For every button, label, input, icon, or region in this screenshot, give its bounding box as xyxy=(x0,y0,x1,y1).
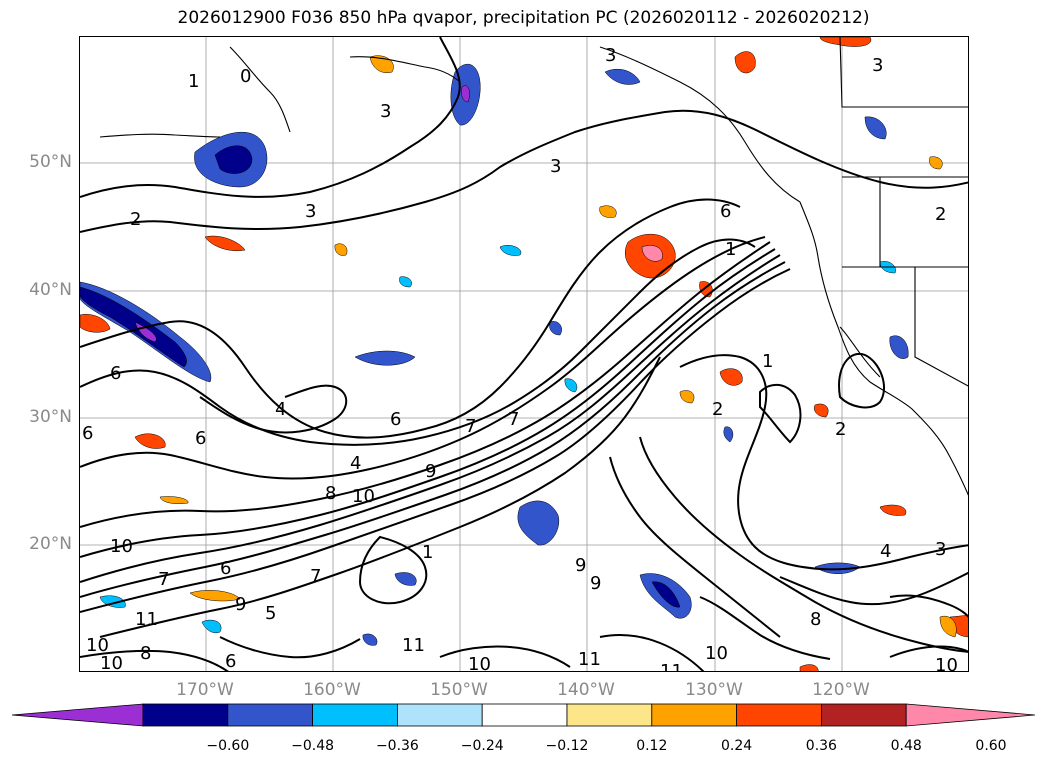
contour-label: 2 xyxy=(130,209,141,230)
contour-label: 4 xyxy=(880,541,891,562)
contour-label: 8 xyxy=(325,483,336,504)
contour-label: 3 xyxy=(550,156,561,177)
contour-label: 10 xyxy=(352,486,375,507)
contour-label: 6 xyxy=(225,651,236,672)
colorbar-tick-label: −0.48 xyxy=(291,738,335,754)
contour-label: 4 xyxy=(275,399,286,420)
lon-label-130w: 130°W xyxy=(685,680,743,700)
colorbar-tick-label: 0.36 xyxy=(805,738,837,754)
contour-label: 10 xyxy=(86,635,109,656)
lon-label-120w: 120°W xyxy=(812,680,870,700)
lat-label-40n: 40°N xyxy=(29,280,72,300)
colorbar-tick-label: 0.24 xyxy=(721,738,753,754)
negative-precip-areas xyxy=(80,63,909,646)
contour-label: 7 xyxy=(310,566,321,587)
colorbar-segment xyxy=(481,703,568,727)
contour-label: 6 xyxy=(82,423,93,444)
contour-label: 6 xyxy=(390,409,401,430)
colorbar-segment xyxy=(142,703,229,727)
contour-label: 7 xyxy=(158,569,169,590)
contour-label: 9 xyxy=(235,594,246,615)
contour-label: 3 xyxy=(305,201,316,222)
map-svg: 1 0 3 3 3 3 2 3 6 1 6 4 6 6 6 4 7 7 8 9 … xyxy=(80,37,968,672)
contour-label: 1 xyxy=(762,351,773,372)
contour-label: 6 xyxy=(220,558,231,579)
colorbar-tick-label: 0.60 xyxy=(975,738,1007,754)
contour-label: 9 xyxy=(575,555,586,576)
lat-label-20n: 20°N xyxy=(29,534,72,554)
contour-label: 9 xyxy=(425,461,436,482)
contour-label: 2 xyxy=(835,419,846,440)
colorbar-extend-max xyxy=(905,703,1036,727)
colorbar-segment xyxy=(227,703,314,727)
positive-precip-areas xyxy=(80,37,968,671)
contour-label: 11 xyxy=(578,649,601,670)
contour-label: 6 xyxy=(195,428,206,449)
contour-label: 1 xyxy=(725,239,736,260)
lon-label-140w: 140°W xyxy=(557,680,615,700)
contour-label: 8 xyxy=(140,643,151,664)
colorbar-tick-label: 0.48 xyxy=(890,738,922,754)
contour-label: 2 xyxy=(935,204,946,225)
contour-label: 5 xyxy=(265,603,276,624)
contour-label: 11 xyxy=(402,635,425,656)
lat-label-50n: 50°N xyxy=(29,152,72,172)
contour-label: 10 xyxy=(935,655,958,672)
lon-label-150w: 150°W xyxy=(430,680,488,700)
map-title: 2026012900 F036 850 hPa qvapor, precipit… xyxy=(177,8,870,28)
contour-label: 7 xyxy=(465,416,476,437)
colorbar-tick-label: −0.60 xyxy=(206,738,250,754)
contour-label: 10 xyxy=(468,654,491,672)
contour-label: 6 xyxy=(720,201,731,222)
colorbar-segment xyxy=(821,703,907,727)
contour-label: 2 xyxy=(712,399,723,420)
contour-label: 10 xyxy=(110,536,133,557)
colorbar-segment xyxy=(396,703,483,727)
contour-label: 6 xyxy=(110,363,121,384)
contour-label: 3 xyxy=(605,45,616,66)
contour-label: 1 xyxy=(422,542,433,563)
lat-label-30n: 30°N xyxy=(29,407,72,427)
contour-label: 3 xyxy=(935,539,946,560)
colorbar-segment xyxy=(651,703,737,727)
contour-label: 7 xyxy=(508,409,519,430)
gridlines xyxy=(80,37,968,671)
contour-label: 10 xyxy=(705,643,728,664)
colorbar-tick-label: −0.36 xyxy=(375,738,419,754)
colorbar xyxy=(11,703,1036,727)
colorbar-tick-label: 0.12 xyxy=(636,738,668,754)
contour-label: 10 xyxy=(100,653,123,672)
coastlines xyxy=(99,37,968,496)
map-panel: 1 0 3 3 3 3 2 3 6 1 6 4 6 6 6 4 7 7 8 9 … xyxy=(79,36,969,672)
colorbar-segment xyxy=(312,703,398,727)
lon-label-170w: 170°W xyxy=(176,680,234,700)
lon-label-160w: 160°W xyxy=(303,680,361,700)
colorbar-segment xyxy=(736,703,822,727)
contour-label: 3 xyxy=(872,55,883,76)
contour-label: 11 xyxy=(135,609,158,630)
contour-label: 0 xyxy=(240,66,251,87)
contour-label: 9 xyxy=(590,573,601,594)
contour-label: 4 xyxy=(350,453,361,474)
colorbar-tick-label: −0.24 xyxy=(460,738,504,754)
contour-label: 3 xyxy=(380,101,391,122)
colorbar-segment xyxy=(566,703,653,727)
contour-label: 11 xyxy=(660,661,683,672)
contour-label: 1 xyxy=(188,71,199,92)
contour-label: 8 xyxy=(810,609,821,630)
colorbar-extend-min xyxy=(11,703,144,727)
qvapor-contours xyxy=(80,37,968,671)
colorbar-tick-label: −0.12 xyxy=(545,738,589,754)
contour-labels: 1 0 3 3 3 3 2 3 6 1 6 4 6 6 6 4 7 7 8 9 … xyxy=(82,45,958,672)
